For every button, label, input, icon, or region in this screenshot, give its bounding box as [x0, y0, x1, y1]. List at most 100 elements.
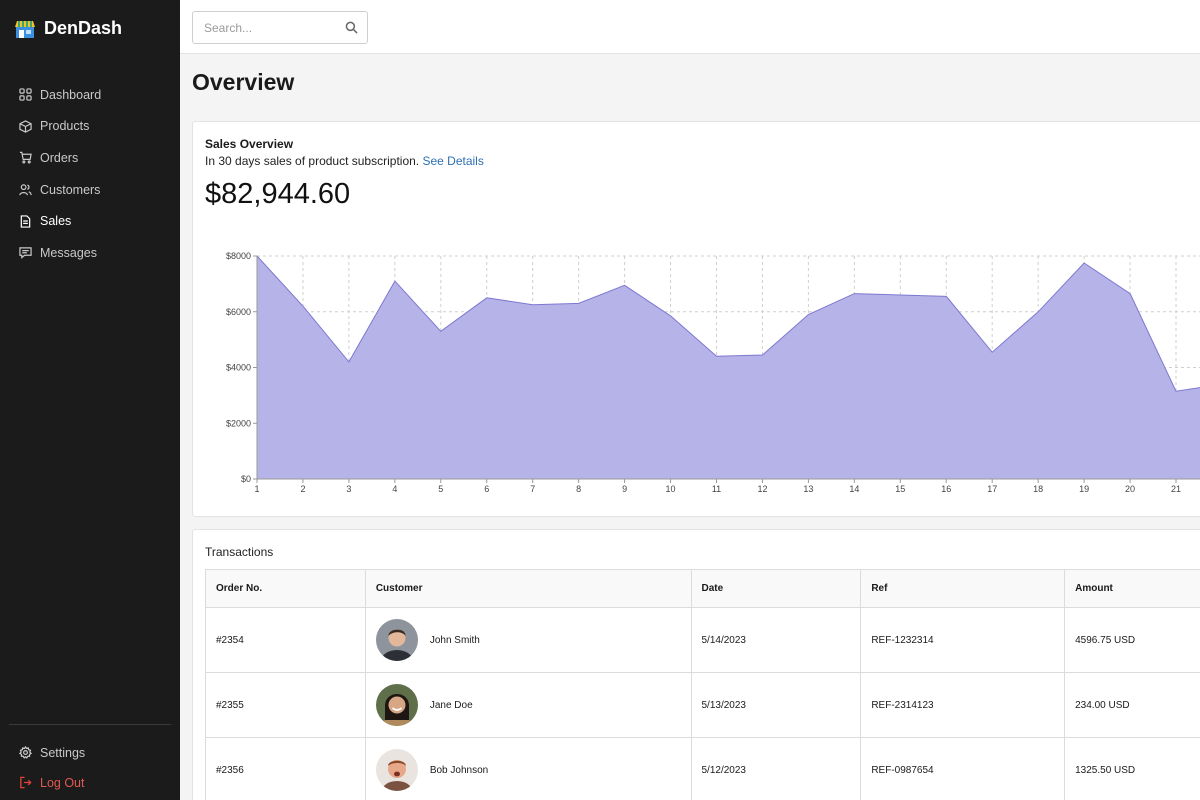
x-tick-label: 10 — [666, 484, 676, 494]
x-tick-label: 7 — [530, 484, 535, 494]
customer-cell: John Smith — [364, 607, 692, 673]
grid-icon — [19, 88, 32, 101]
search-box — [192, 11, 368, 44]
transactions-card: Transactions Order No. Customer Date Ref… — [192, 529, 1200, 800]
sales-area — [257, 256, 1200, 479]
sidebar-nav: Dashboard Products Orders Customers Sale… — [0, 79, 180, 269]
sidebar-item-label: Customers — [40, 182, 101, 197]
order-number: #2354 — [205, 607, 366, 673]
avatar — [375, 749, 418, 791]
x-tick-label: 9 — [622, 484, 627, 494]
document-icon — [20, 214, 31, 228]
brand[interactable]: DenDash — [14, 18, 122, 39]
x-tick-label: 20 — [1125, 484, 1135, 494]
transaction-date: 5/12/2023 — [690, 737, 862, 800]
table-header-row: Order No. Customer Date Ref Amount — [205, 569, 1200, 608]
sidebar-item-orders[interactable]: Orders — [0, 142, 180, 174]
sales-overview-subtitle: In 30 days sales of product subscription… — [205, 154, 484, 168]
sidebar-item-dashboard[interactable]: Dashboard — [0, 79, 180, 111]
column-header-amount[interactable]: Amount — [1064, 569, 1200, 608]
x-tick-label: 8 — [576, 484, 581, 494]
y-tick-label: $0 — [241, 474, 251, 484]
search-icon[interactable] — [345, 21, 358, 34]
sidebar-divider — [9, 724, 171, 725]
search-input[interactable] — [193, 12, 333, 43]
transactions-table: Order No. Customer Date Ref Amount #2354 — [205, 569, 1200, 800]
y-tick-label: $2000 — [226, 418, 251, 428]
order-number: #2355 — [205, 672, 366, 738]
x-tick-label: 1 — [254, 484, 259, 494]
store-logo-icon — [15, 20, 35, 38]
table-row[interactable]: #2356 Bob Johnson 5/12/2023 REF — [205, 737, 1200, 800]
customer-name: John Smith — [429, 634, 480, 646]
x-tick-label: 17 — [987, 484, 997, 494]
column-header-order[interactable]: Order No. — [205, 569, 366, 608]
see-details-link[interactable]: See Details — [422, 154, 484, 168]
transaction-ref: REF-2314123 — [860, 672, 1066, 738]
box-icon — [19, 120, 32, 133]
gear-icon — [19, 746, 32, 760]
column-header-date[interactable]: Date — [690, 569, 862, 608]
sidebar-item-customers[interactable]: Customers — [0, 174, 180, 206]
x-tick-label: 13 — [803, 484, 813, 494]
transaction-ref: REF-0987654 — [860, 737, 1066, 800]
transaction-amount: 4596.75 USD — [1064, 607, 1200, 673]
sidebar-item-label: Messages — [40, 245, 97, 260]
customer-cell: Jane Doe — [364, 672, 692, 738]
users-icon — [19, 184, 32, 196]
customer-name: Bob Johnson — [429, 764, 489, 776]
sidebar-item-messages[interactable]: Messages — [0, 237, 180, 269]
x-tick-label: 19 — [1079, 484, 1089, 494]
order-number: #2356 — [205, 737, 366, 800]
x-tick-label: 2 — [300, 484, 305, 494]
sidebar-item-products[interactable]: Products — [0, 111, 180, 143]
x-tick-label: 18 — [1033, 484, 1043, 494]
y-tick-label: $6000 — [226, 307, 251, 317]
avatar — [375, 619, 418, 661]
y-tick-label: $4000 — [226, 363, 251, 373]
sidebar-item-label: Products — [40, 119, 90, 134]
message-icon — [19, 247, 32, 260]
customer-cell: Bob Johnson — [364, 737, 692, 800]
logout-icon — [20, 777, 32, 789]
sidebar-item-sales[interactable]: Sales — [0, 205, 180, 237]
settings-label: Settings — [40, 745, 86, 760]
x-tick-label: 21 — [1171, 484, 1181, 494]
x-tick-label: 3 — [346, 484, 351, 494]
sidebar: DenDash Dashboard Products Orders — [0, 0, 180, 800]
settings-button[interactable]: Settings — [0, 737, 180, 769]
sidebar-item-label: Dashboard — [40, 87, 102, 102]
x-tick-label: 11 — [712, 484, 721, 494]
sales-total: $82,944.60 — [205, 178, 351, 210]
x-tick-label: 15 — [895, 484, 905, 494]
sidebar-item-label: Orders — [40, 150, 79, 165]
transactions-title: Transactions — [205, 545, 274, 559]
top-bar — [180, 0, 1200, 54]
transaction-date: 5/14/2023 — [690, 607, 862, 673]
sales-overview-card: Sales Overview In 30 days sales of produ… — [192, 121, 1200, 517]
logout-label: Log Out — [40, 775, 85, 790]
sales-overview-title: Sales Overview — [205, 137, 294, 151]
table-row[interactable]: #2354 John Smith 5/14/2023 REF-1232314 — [205, 607, 1200, 673]
x-tick-label: 12 — [757, 484, 767, 494]
avatar — [375, 684, 418, 726]
cart-icon — [19, 152, 32, 164]
sales-subtitle-text: In 30 days sales of product subscription… — [205, 154, 420, 168]
transaction-ref: REF-1232314 — [860, 607, 1066, 673]
column-header-customer[interactable]: Customer — [364, 569, 692, 608]
logout-button[interactable]: Log Out — [0, 767, 180, 799]
brand-name: DenDash — [44, 18, 123, 38]
page-title: Overview — [192, 69, 295, 95]
transaction-date: 5/13/2023 — [690, 672, 862, 738]
column-header-ref[interactable]: Ref — [860, 569, 1066, 608]
table-row[interactable]: #2355 Jane Doe 5/13/2023 REF-23 — [205, 672, 1200, 738]
transaction-amount: 1325.50 USD — [1064, 737, 1200, 800]
sales-line — [256, 255, 1200, 392]
customer-name: Jane Doe — [429, 699, 473, 711]
sidebar-item-label: Sales — [40, 214, 72, 229]
x-tick-label: 4 — [392, 484, 397, 494]
y-tick-label: $8000 — [226, 251, 251, 261]
x-tick-label: 6 — [484, 484, 489, 494]
x-tick-label: 16 — [941, 484, 951, 494]
